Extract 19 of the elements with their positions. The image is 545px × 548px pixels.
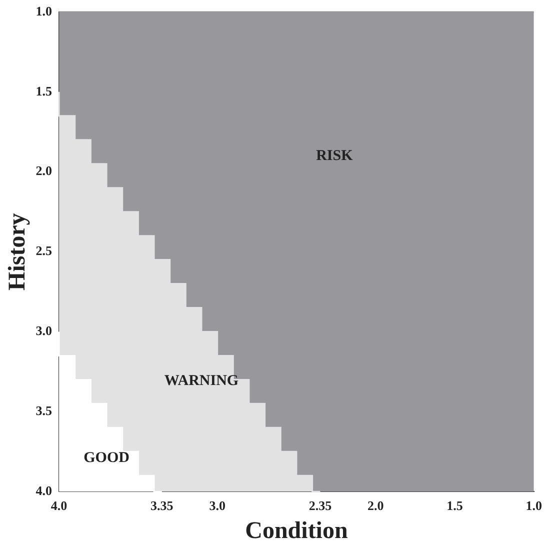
y-tick-label: 2.0 xyxy=(36,163,52,178)
x-tick-label: 1.5 xyxy=(446,498,464,513)
x-tick-label: 3.35 xyxy=(150,498,174,513)
x-tick-label: 2.35 xyxy=(308,498,332,513)
annotation: WARNING xyxy=(164,373,239,390)
annotation: GOOD xyxy=(84,450,130,466)
x-tick-label: 3.0 xyxy=(209,498,226,513)
y-tick-label: 3.0 xyxy=(36,323,52,338)
y-tick-label: 4.0 xyxy=(36,482,52,498)
x-tick-label: 1.0 xyxy=(526,498,542,513)
annotation: RISK xyxy=(316,148,354,164)
y-tick-label: 2.5 xyxy=(36,243,53,258)
y-tick-label: 3.5 xyxy=(36,403,53,418)
x-tick-label: 4.0 xyxy=(50,498,68,513)
y-tick-label: 1.0 xyxy=(36,3,52,18)
y-axis-title: History xyxy=(4,213,31,290)
x-axis-title: Condition xyxy=(245,518,348,544)
x-tick-label: 2.0 xyxy=(367,498,384,513)
y-tick-label: 1.5 xyxy=(36,83,53,98)
